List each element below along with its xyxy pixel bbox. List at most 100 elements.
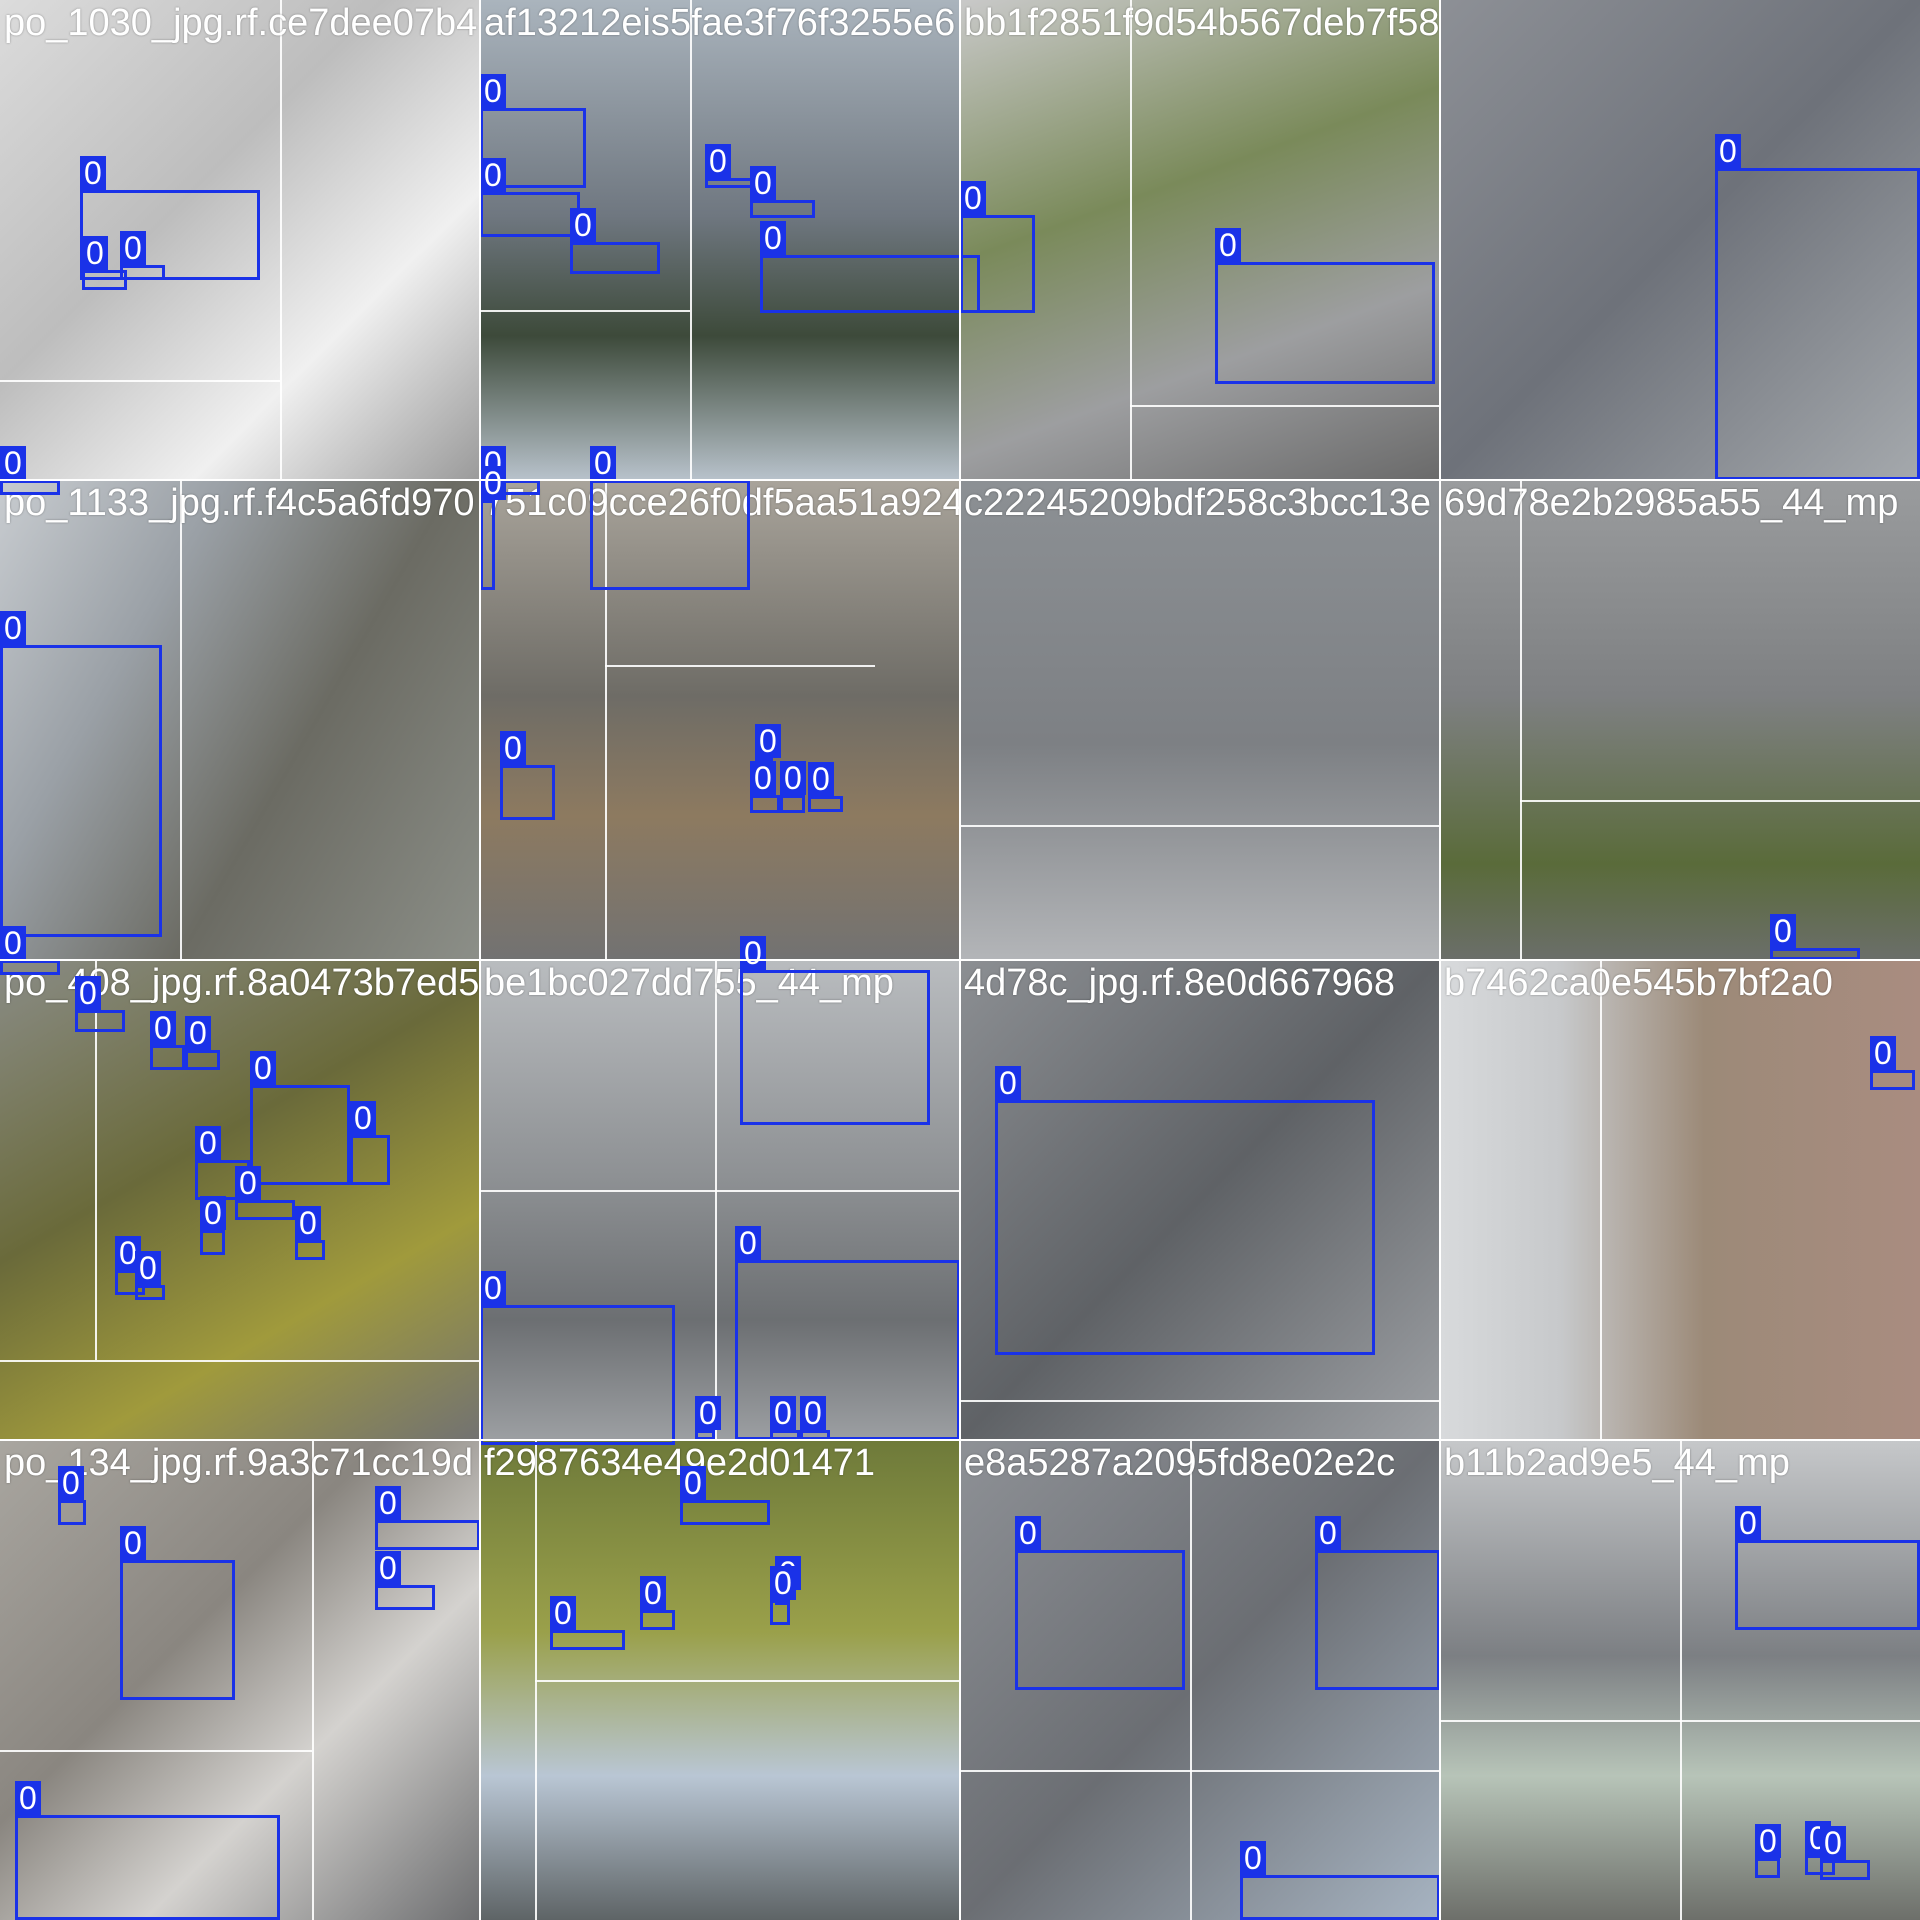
pothole-bounding-box: [480, 108, 586, 188]
class-label-tag: 0: [185, 1016, 211, 1050]
pothole-bounding-box: [375, 1520, 480, 1550]
class-label-tag: 0: [120, 1526, 146, 1560]
tile-photo: [480, 480, 960, 960]
pothole-bounding-box: [800, 1430, 830, 1440]
pothole-bounding-box: [250, 1085, 350, 1185]
grid-divider: [0, 1439, 1920, 1441]
mosaic-tile: b11b2ad9e5_44_mp: [1440, 1440, 1920, 1920]
mosaic-tile: po_1030_jpg.rf.ce7dee07b4: [0, 0, 480, 480]
class-label-tag: 0: [1315, 1516, 1341, 1550]
pothole-bounding-box: [0, 480, 60, 495]
pothole-bounding-box: [705, 178, 755, 188]
collage-seam: [1190, 1440, 1192, 1920]
class-label-tag: 0: [1240, 1841, 1266, 1875]
class-label-tag: 0: [200, 1196, 226, 1230]
class-label-tag: 0: [800, 1396, 826, 1430]
collage-seam: [960, 1400, 1440, 1402]
class-label-tag: 0: [1735, 1506, 1761, 1540]
pothole-bounding-box: [680, 1500, 770, 1525]
pothole-bounding-box: [80, 190, 260, 280]
tile-filename: af13212eis5fae3f76f3255e6: [484, 2, 956, 44]
mosaic-tile: 751c09cce26f0df5aa51a924: [480, 480, 960, 960]
pothole-bounding-box: [500, 765, 555, 820]
pothole-bounding-box: [995, 1100, 1375, 1355]
pothole-bounding-box: [200, 1230, 225, 1255]
collage-seam: [1130, 405, 1440, 407]
pothole-bounding-box: [1715, 168, 1920, 480]
class-label-tag: 0: [150, 1011, 176, 1045]
pothole-bounding-box: [1755, 1858, 1780, 1878]
class-label-tag: 0: [350, 1101, 376, 1135]
mosaic-tile: b7462ca0e545b7bf2a0: [1440, 960, 1920, 1440]
class-label-tag: 0: [570, 208, 596, 242]
tile-filename: bb1f2851f9d54b567deb7f586: [964, 2, 1440, 44]
collage-seam: [1440, 1720, 1920, 1722]
tile-filename: b7462ca0e545b7bf2a0: [1444, 962, 1833, 1004]
mosaic-tile: [1440, 0, 1920, 480]
class-label-tag: 0: [75, 976, 101, 1010]
class-label-tag: 0: [480, 74, 506, 108]
collage-seam: [0, 380, 280, 382]
class-label-tag: 0: [480, 158, 506, 192]
pothole-bounding-box: [150, 1045, 185, 1070]
class-label-tag: 0: [58, 1466, 84, 1500]
collage-seam: [715, 960, 717, 1440]
pothole-bounding-box: [120, 265, 165, 280]
pothole-bounding-box: [480, 192, 580, 237]
mosaic-tile: f2987634e49e2d01471: [480, 1440, 960, 1920]
collage-seam: [1130, 0, 1132, 480]
pothole-bounding-box: [480, 1305, 675, 1445]
class-label-tag: 0: [82, 236, 108, 270]
pothole-bounding-box: [58, 1500, 86, 1525]
pothole-bounding-box: [750, 200, 815, 218]
pothole-bounding-box: [640, 1610, 675, 1630]
mosaic-tile: 69d78e2b2985a55_44_mp: [1440, 480, 1920, 960]
mosaic-tile: 4d78c_jpg.rf.8e0d667968: [960, 960, 1440, 1440]
tile-filename: 4d78c_jpg.rf.8e0d667968: [964, 962, 1396, 1004]
tile-photo: [1440, 960, 1920, 1440]
collage-seam: [480, 310, 690, 312]
collage-seam: [605, 480, 607, 960]
grid-divider: [1439, 0, 1441, 1920]
tile-filename: c22245209bdf258c3bcc13e: [964, 482, 1431, 524]
class-label-tag: 0: [808, 762, 834, 796]
tile-photo: [1440, 0, 1920, 480]
class-label-tag: 0: [750, 761, 776, 795]
tile-photo: [480, 0, 960, 480]
class-label-tag: 0: [750, 166, 776, 200]
class-label-tag: 0: [705, 144, 731, 178]
pothole-bounding-box: [120, 1560, 235, 1700]
pothole-bounding-box: [760, 255, 980, 313]
tile-filename: b11b2ad9e5_44_mp: [1444, 1442, 1790, 1484]
pothole-bounding-box: [135, 1285, 165, 1300]
pothole-bounding-box: [350, 1135, 390, 1185]
class-label-tag: 0: [1755, 1824, 1781, 1858]
pothole-bounding-box: [735, 1260, 960, 1440]
class-label-tag: 0: [1870, 1036, 1896, 1070]
tile-photo: [0, 480, 480, 960]
class-label-tag: 0: [640, 1576, 666, 1610]
pothole-bounding-box: [550, 1630, 625, 1650]
pothole-bounding-box: [1770, 948, 1860, 960]
class-label-tag: 0: [735, 1226, 761, 1260]
pothole-bounding-box: [960, 215, 1035, 313]
collage-seam: [1520, 480, 1522, 960]
class-label-tag: 0: [1715, 134, 1741, 168]
collage-seam: [1680, 1440, 1682, 1920]
class-label-tag: 0: [960, 181, 986, 215]
mosaic-tile: af13212eis5fae3f76f3255e6: [480, 0, 960, 480]
mosaic-tile: be1bc027dd755_44_mp: [480, 960, 960, 1440]
class-label-tag: 0: [80, 156, 106, 190]
pothole-bounding-box: [15, 1815, 280, 1920]
tile-filename: be1bc027dd755_44_mp: [484, 962, 894, 1004]
class-label-tag: 0: [770, 1566, 796, 1600]
class-label-tag: 0: [0, 446, 26, 480]
tile-photo: [1440, 480, 1920, 960]
tile-filename: f2987634e49e2d01471: [484, 1442, 875, 1484]
class-label-tag: 0: [1015, 1516, 1041, 1550]
pothole-bounding-box: [235, 1200, 295, 1220]
class-label-tag: 0: [480, 466, 506, 500]
pothole-bounding-box: [570, 242, 660, 274]
tile-photo: [960, 960, 1440, 1440]
class-label-tag: 0: [135, 1251, 161, 1285]
